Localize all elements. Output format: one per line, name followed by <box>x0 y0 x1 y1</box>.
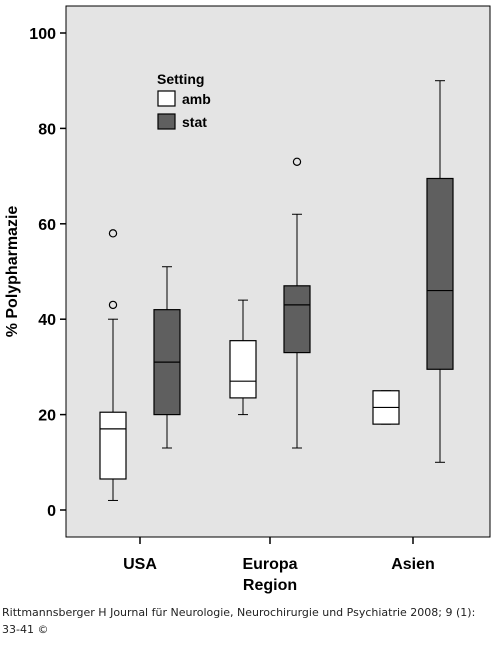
x-tick-label: USA <box>123 556 157 573</box>
legend-swatch-amb <box>157 90 176 107</box>
x-tick-label: Asien <box>391 556 435 573</box>
plot-area <box>65 5 491 538</box>
box-stat <box>283 285 311 354</box>
y-tick-label: 40 <box>38 312 56 329</box>
legend-label: amb <box>182 91 211 107</box>
box-amb <box>229 340 257 399</box>
box-stat <box>426 177 454 370</box>
outlier-point <box>108 229 118 238</box>
y-axis-label: % Polypharmazie <box>4 206 21 338</box>
legend-title: Setting <box>157 71 204 87</box>
y-tick-label: 60 <box>38 217 56 234</box>
source-caption: Rittmannsberger H Journal für Neurologie… <box>2 606 476 636</box>
legend-swatch-stat <box>157 113 176 130</box>
box-amb <box>99 411 127 480</box>
outlier-point <box>108 300 118 310</box>
y-tick-label: 0 <box>47 503 56 520</box>
y-tick-label: 20 <box>38 408 56 425</box>
legend-label: stat <box>182 114 207 130</box>
x-tick-label: Europa <box>242 556 297 573</box>
x-axis-label: Region <box>243 577 297 594</box>
y-tick-label: 80 <box>38 121 56 138</box>
y-tick-label: 100 <box>29 26 56 43</box>
boxplot-chart: 0 20 40 60 80 100 % Polypharmazie USA Europa Asie… <box>4 5 491 594</box>
outlier-point <box>292 157 302 166</box>
